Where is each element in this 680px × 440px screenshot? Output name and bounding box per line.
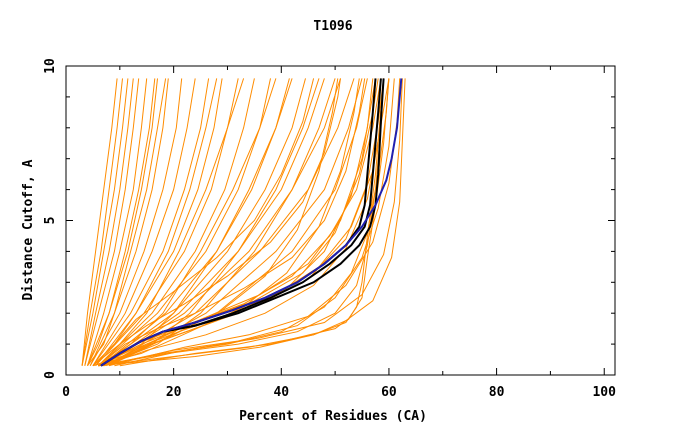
- series-line-19: [103, 78, 341, 367]
- series-line-3: [81, 78, 129, 366]
- series-line-21: [108, 78, 363, 367]
- series-line-49: [97, 78, 341, 367]
- series-line-18: [103, 78, 325, 367]
- series-line-5: [84, 78, 140, 366]
- highlight-line-4: [100, 78, 403, 367]
- series-line-24: [87, 78, 156, 366]
- series-line-6: [87, 78, 148, 366]
- series-line-38: [103, 78, 395, 367]
- tick-layer: 0 20 40 60 80 100 0 5 10: [43, 58, 616, 400]
- series-line-8: [89, 78, 169, 366]
- x-tick-label: 40: [273, 385, 289, 400]
- series-line-4: [84, 78, 134, 366]
- y-tick-label: 5: [43, 217, 58, 225]
- series-line-45: [92, 78, 339, 367]
- series-line-15: [97, 78, 271, 367]
- series-line-2: [81, 78, 123, 366]
- series-line-31: [98, 78, 382, 367]
- series-line-1: [81, 78, 118, 366]
- series-line-47: [119, 78, 406, 367]
- series-line-23: [87, 78, 167, 367]
- x-tick-label: 20: [166, 385, 182, 400]
- series-line-27: [98, 78, 277, 367]
- series-line-12: [95, 78, 223, 367]
- series-line-10: [92, 78, 196, 366]
- series-line-44: [92, 78, 360, 367]
- y-tick-label: 0: [43, 371, 58, 379]
- chart-title: T1096: [313, 19, 352, 34]
- series-line-33: [103, 78, 376, 367]
- series-line-50: [92, 78, 315, 367]
- y-axis-label: Distance Cutoff, A: [21, 159, 36, 300]
- x-tick-label: 80: [489, 385, 505, 400]
- x-tick-label: 60: [381, 385, 397, 400]
- series-line-11: [92, 78, 210, 366]
- series-line-46: [114, 78, 403, 367]
- series-line-30: [103, 78, 336, 367]
- series-line-17: [100, 78, 306, 367]
- highlight-layer: [100, 78, 403, 367]
- series-line-9: [89, 78, 183, 366]
- series-line-20: [106, 78, 355, 367]
- series-line-7: [87, 78, 158, 366]
- x-tick-label: 0: [62, 385, 70, 400]
- x-axis-label: Percent of Residues (CA): [239, 409, 427, 424]
- series-line-14: [97, 78, 255, 367]
- series-line-13: [95, 78, 239, 367]
- series-layer: [81, 78, 406, 367]
- y-tick-label: 10: [43, 58, 58, 74]
- x-tick-label: 100: [592, 385, 616, 400]
- series-line-48: [97, 78, 366, 367]
